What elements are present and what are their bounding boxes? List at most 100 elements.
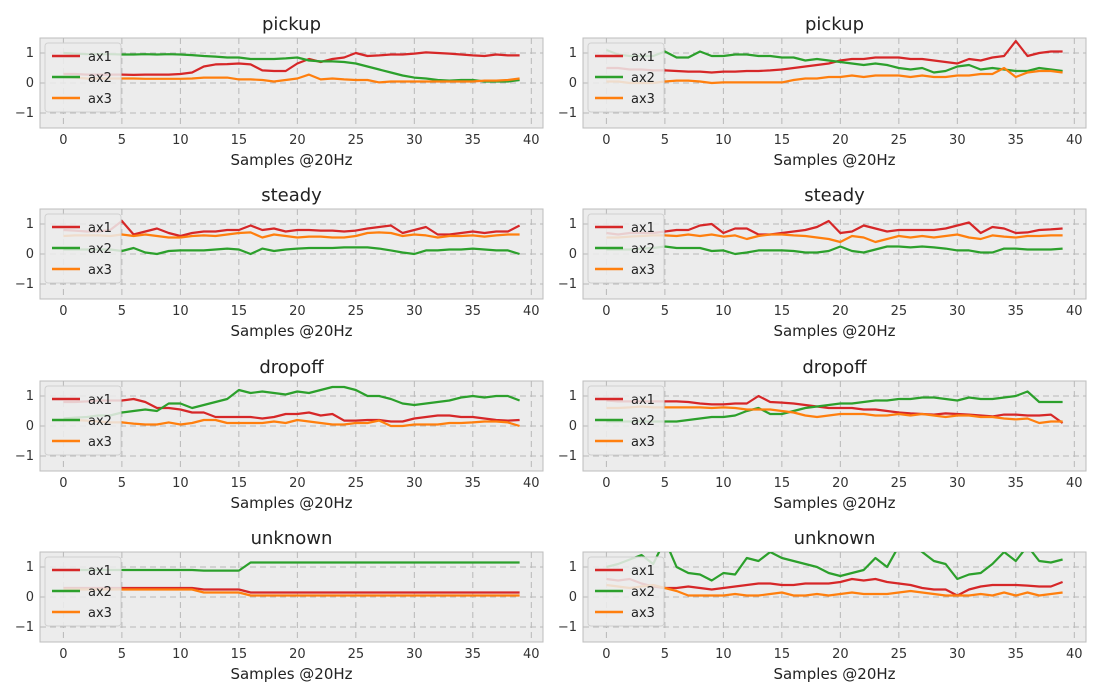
chart-2-x-tick-label: 20 xyxy=(832,133,849,148)
chart-3-series-ax1 xyxy=(63,219,521,238)
chart-4-x-axis-label: Samples @20Hz xyxy=(773,322,895,340)
chart-1-x-tick-label: 0 xyxy=(59,133,67,148)
chart-3-legend-label-ax1: ax1 xyxy=(88,221,112,236)
chart-7-legend-label-ax3: ax3 xyxy=(88,606,112,621)
chart-8-x-axis-label: Samples @20Hz xyxy=(773,665,895,683)
chart-2-x-tick-label: 5 xyxy=(661,133,669,148)
chart-3-x-tick-label: 10 xyxy=(172,304,189,319)
chart-6-x-axis-label: Samples @20Hz xyxy=(773,494,895,512)
chart-8-legend-label-ax2: ax2 xyxy=(631,585,655,600)
chart-4: 0 5 10 15 20 25 30 35 40 −1 0 1 steady Samples @20Hz a… xyxy=(558,185,1087,340)
chart-2-legend-label-ax3: ax3 xyxy=(631,92,655,107)
chart-2-x-tick-label: 0 xyxy=(602,133,610,148)
chart-6-x-tick-label: 25 xyxy=(891,476,908,491)
chart-1-legend-label-ax3: ax3 xyxy=(88,92,112,107)
chart-4-x-tick-label: 0 xyxy=(602,304,610,319)
chart-5-x-axis-label: Samples @20Hz xyxy=(230,494,352,512)
chart-4-x-tick-label: 10 xyxy=(715,304,732,319)
chart-7-x-tick-label: 30 xyxy=(406,647,423,662)
chart-7-x-tick-label: 5 xyxy=(118,647,126,662)
chart-3-y-tick-label: −1 xyxy=(15,277,34,292)
chart-2-series-ax3 xyxy=(606,66,1063,85)
chart-4-series-ax1 xyxy=(606,219,1063,236)
chart-3-y-tick-label: 0 xyxy=(26,247,34,262)
chart-5-series-ax3 xyxy=(63,418,520,428)
chart-7-series-ax2 xyxy=(63,561,520,572)
chart-6-y-tick-label: −1 xyxy=(558,449,577,464)
chart-4-legend-label-ax1: ax1 xyxy=(631,221,655,236)
chart-3-series-ax2 xyxy=(63,246,520,256)
chart-2-x-tick-label: 25 xyxy=(891,133,908,148)
chart-4-x-tick-label: 15 xyxy=(774,304,791,319)
chart-5-legend-label-ax3: ax3 xyxy=(88,435,112,450)
chart-5-x-tick-label: 5 xyxy=(118,476,126,491)
chart-7-y-tick-label: 0 xyxy=(26,590,34,605)
chart-1-legend-label-ax1: ax1 xyxy=(88,50,112,65)
chart-6-x-tick-label: 0 xyxy=(602,476,610,491)
chart-6-x-tick-label: 40 xyxy=(1066,476,1083,491)
chart-6-legend-label-ax3: ax3 xyxy=(631,435,655,450)
chart-4-series-ax3 xyxy=(606,233,1063,244)
chart-1-x-tick-label: 5 xyxy=(118,133,126,148)
chart-6: 0 5 10 15 20 25 30 35 40 −1 0 1 dropoff Samples @20Hz… xyxy=(558,357,1087,512)
chart-3-series-ax3 xyxy=(63,231,520,239)
chart-4-legend-label-ax2: ax2 xyxy=(631,242,655,257)
chart-7-legend-label-ax1: ax1 xyxy=(88,564,112,579)
chart-6-x-tick-label: 5 xyxy=(661,476,669,491)
chart-8: 0 5 10 15 20 25 30 35 40 −1 0 1 unknown Samples @20Hz… xyxy=(558,528,1087,683)
chart-1-x-tick-label: 10 xyxy=(172,133,189,148)
chart-8-series-ax3 xyxy=(606,583,1063,597)
chart-8-legend-label-ax1: ax1 xyxy=(631,564,655,579)
chart-1-x-tick-label: 30 xyxy=(406,133,423,148)
chart-2-legend xyxy=(587,42,665,113)
chart-2-title: pickup xyxy=(805,14,864,35)
chart-6-series-ax3 xyxy=(606,405,1063,425)
chart-7-x-tick-label: 25 xyxy=(348,647,365,662)
chart-1-series-ax3 xyxy=(63,73,520,84)
chart-6-y-tick-label: 1 xyxy=(569,389,577,404)
chart-5-x-tick-label: 10 xyxy=(172,476,189,491)
chart-5-series-ax1 xyxy=(63,397,520,423)
chart-5-y-tick-label: 1 xyxy=(26,389,34,404)
chart-5-y-tick-label: −1 xyxy=(15,449,34,464)
chart-3-legend-label-ax2: ax2 xyxy=(88,242,112,257)
chart-1-x-tick-label: 40 xyxy=(523,133,540,148)
chart-8-y-tick-label: 1 xyxy=(569,560,577,575)
chart-8-x-tick-label: 25 xyxy=(891,647,908,662)
chart-1: 0 5 10 15 20 25 30 35 40 −1 0 1 pickup Samples @20Hz a… xyxy=(15,14,544,169)
chart-3-x-tick-label: 30 xyxy=(406,304,423,319)
chart-7-legend xyxy=(44,556,122,627)
chart-2-x-tick-label: 15 xyxy=(774,133,791,148)
chart-1-title: pickup xyxy=(262,14,321,35)
chart-7-series-ax1 xyxy=(63,586,520,594)
chart-2: 0 5 10 15 20 25 30 35 40 −1 0 1 pickup Samples @20Hz a… xyxy=(558,14,1087,169)
chart-3-x-tick-label: 5 xyxy=(118,304,126,319)
chart-7-x-tick-label: 20 xyxy=(289,647,306,662)
chart-4-y-tick-label: 0 xyxy=(569,247,577,262)
chart-7-x-tick-label: 15 xyxy=(231,647,248,662)
chart-5: 0 5 10 15 20 25 30 35 40 −1 0 1 dropoff Samples @20Hz… xyxy=(15,357,544,512)
chart-4-x-tick-label: 40 xyxy=(1066,304,1083,319)
chart-2-x-tick-label: 10 xyxy=(715,133,732,148)
chart-3-x-tick-label: 40 xyxy=(523,304,540,319)
chart-7: 0 5 10 15 20 25 30 35 40 −1 0 1 unknown Samples @20Hz… xyxy=(15,528,544,683)
chart-2-x-tick-label: 35 xyxy=(1008,133,1025,148)
chart-3-legend xyxy=(44,213,122,284)
chart-3-x-tick-label: 20 xyxy=(289,304,306,319)
chart-1-legend xyxy=(44,42,122,113)
chart-4-title: steady xyxy=(804,185,865,206)
chart-2-y-tick-label: −1 xyxy=(558,106,577,121)
chart-1-x-tick-label: 25 xyxy=(348,133,365,148)
chart-5-x-tick-label: 30 xyxy=(406,476,423,491)
chart-8-x-tick-label: 35 xyxy=(1008,647,1025,662)
chart-7-y-tick-label: −1 xyxy=(15,620,34,635)
chart-6-title: dropoff xyxy=(802,357,867,378)
chart-1-x-tick-label: 20 xyxy=(289,133,306,148)
chart-8-x-tick-label: 20 xyxy=(832,647,849,662)
chart-1-legend-label-ax2: ax2 xyxy=(88,71,112,86)
chart-5-legend xyxy=(44,385,122,456)
chart-5-x-tick-label: 25 xyxy=(348,476,365,491)
chart-7-x-axis-label: Samples @20Hz xyxy=(230,665,352,683)
chart-6-x-tick-label: 10 xyxy=(715,476,732,491)
chart-5-x-tick-label: 15 xyxy=(231,476,248,491)
